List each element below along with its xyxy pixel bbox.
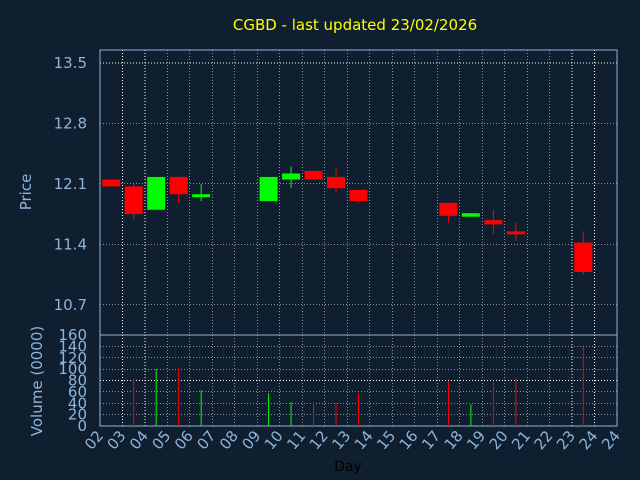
day-tick-label: 23 — [553, 427, 579, 453]
volume-axis-label: Volume (0000) — [28, 326, 46, 436]
day-tick-label: 09 — [238, 427, 264, 453]
volume-tick-label: 160 — [58, 326, 87, 344]
price-panel: 13.5 12.8 12.1 11.4 10.7 — [54, 49, 618, 336]
day-tick-label: 04 — [126, 427, 152, 453]
price-axis-label: Price — [17, 174, 35, 211]
day-tick-label: 16 — [396, 427, 422, 453]
volume-tick-label: 120 — [58, 349, 87, 367]
day-tick-label: 18 — [441, 427, 467, 453]
day-tick-label: 08 — [216, 427, 242, 453]
day-tick-label: 19 — [463, 427, 489, 453]
day-tick-label: 13 — [328, 427, 354, 453]
volume-tick-label: 0 — [77, 417, 87, 435]
day-tick-label: 05 — [148, 427, 174, 453]
candle-body — [124, 186, 143, 215]
day-tick-label: 22 — [531, 427, 557, 453]
candle-body — [192, 194, 211, 198]
day-tick-label: 03 — [103, 427, 129, 453]
candle-body — [439, 202, 458, 216]
day-tick-label: 20 — [486, 427, 512, 453]
candle-body — [327, 176, 346, 189]
volume-tick-label: 80 — [68, 372, 87, 390]
volume-tick-label: 20 — [68, 406, 87, 424]
candle-body — [147, 176, 166, 210]
candle-body — [461, 213, 480, 217]
day-tick-label: 15 — [373, 427, 399, 453]
x-axis-label: Day — [334, 459, 362, 475]
candle-body — [282, 173, 301, 180]
day-tick-label: 11 — [283, 427, 309, 453]
day-tick-label: 10 — [261, 427, 287, 453]
price-tick-label: 10.7 — [54, 296, 87, 314]
day-tick-label: 24 — [598, 427, 624, 453]
candle-body — [574, 242, 593, 272]
day-tick-label: 14 — [351, 427, 377, 453]
day-tick-label: 21 — [508, 427, 534, 453]
price-tick-label: 11.4 — [54, 235, 87, 253]
day-tick-label: 24 — [576, 427, 602, 453]
day-tick-label: 17 — [418, 427, 444, 453]
candle-body — [102, 179, 121, 187]
day-tick-label: 07 — [193, 427, 219, 453]
price-tick-label: 12.8 — [54, 114, 87, 132]
price-tick-label: 13.5 — [54, 54, 87, 72]
day-tick-label: 12 — [306, 427, 332, 453]
volume-panel: 1601401201008060402000203040506070809101… — [58, 326, 624, 453]
candle-body — [259, 176, 278, 202]
chart-title: CGBD - last updated 23/02/2026 — [233, 16, 477, 34]
candle-body — [169, 176, 188, 195]
volume-tick-label: 140 — [58, 337, 87, 355]
candle-body — [349, 189, 368, 202]
day-tick-label: 06 — [171, 427, 197, 453]
volume-tick-label: 100 — [58, 360, 87, 378]
candle-body — [304, 170, 323, 180]
volume-tick-label: 40 — [68, 394, 87, 412]
candle-body — [484, 220, 503, 225]
price-tick-label: 12.1 — [54, 175, 87, 193]
candle-body — [506, 231, 525, 235]
volume-tick-label: 60 — [68, 383, 87, 401]
